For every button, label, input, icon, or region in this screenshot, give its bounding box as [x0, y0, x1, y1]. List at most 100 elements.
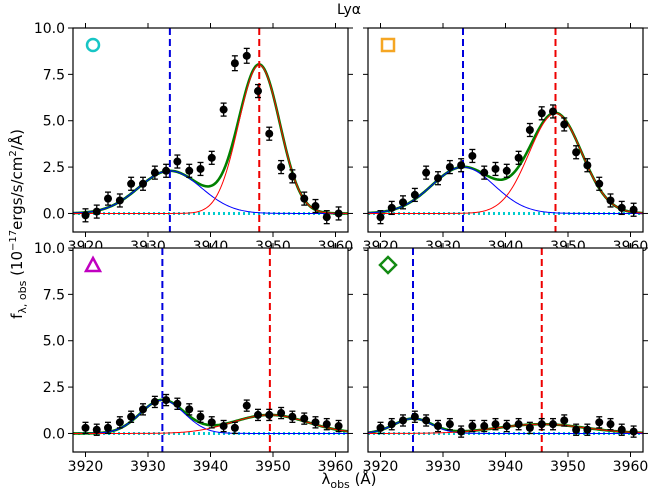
x-tick-label: 3960 [318, 459, 354, 475]
data-point [277, 159, 286, 175]
data-marker [410, 412, 419, 421]
y-tick-label: 2.5 [43, 160, 65, 176]
data-point [139, 176, 147, 191]
y-tick-label: 0.0 [43, 426, 65, 442]
data-marker [595, 418, 604, 427]
data-marker [139, 405, 147, 414]
data-point [150, 395, 159, 409]
data-marker [606, 420, 615, 429]
data-point [207, 150, 216, 165]
data-marker [242, 51, 251, 60]
data-point [434, 419, 442, 433]
data-marker [81, 423, 90, 432]
data-marker [311, 202, 320, 211]
data-point [468, 148, 477, 164]
data-marker [491, 420, 500, 429]
data-point [468, 419, 477, 433]
data-marker [549, 107, 557, 116]
data-marker [230, 423, 239, 432]
data-marker [265, 129, 274, 138]
data-point [549, 417, 557, 431]
data-marker [376, 213, 385, 222]
x-tick-label: 3930 [425, 459, 461, 475]
data-marker [617, 203, 626, 212]
data-point [185, 403, 194, 416]
data-marker [514, 420, 523, 429]
data-marker [254, 87, 262, 96]
data-point [288, 169, 297, 184]
y-tick-label: 10.0 [34, 21, 65, 37]
data-point [583, 158, 592, 173]
data-marker [514, 153, 523, 162]
data-point [549, 104, 557, 119]
data-point [288, 410, 297, 423]
data-point [434, 171, 442, 186]
data-point [300, 412, 309, 425]
y-tick-label: 5.0 [43, 334, 65, 350]
data-point [219, 419, 228, 433]
y-tick-label: 10.0 [34, 241, 65, 257]
data-marker [242, 401, 251, 410]
x-tick-label: 3940 [193, 459, 229, 475]
data-marker [104, 194, 112, 203]
x-axis-title-main: λ [321, 470, 330, 488]
data-point [629, 202, 638, 217]
data-point [139, 403, 147, 416]
data-point [334, 419, 343, 433]
data-marker [150, 168, 159, 177]
data-marker [300, 414, 309, 423]
triangle-marker-icon [83, 255, 103, 273]
data-marker [300, 194, 309, 203]
data-marker [277, 163, 286, 172]
data-point [606, 193, 615, 208]
x-tick-label: 3930 [130, 459, 166, 475]
data-marker [422, 168, 431, 177]
data-marker [196, 412, 205, 421]
data-marker [173, 399, 182, 408]
data-point [583, 423, 592, 436]
data-marker [387, 420, 396, 429]
data-marker [468, 151, 477, 160]
data-point [617, 200, 626, 216]
data-point [196, 410, 205, 423]
data-marker [288, 172, 297, 181]
data-point [311, 416, 320, 429]
panels-group: 3920 3930 3940 3950 39600.02.55.07.510.03920… [34, 21, 648, 475]
data-marker [457, 161, 466, 170]
data-point [322, 417, 331, 431]
data-marker [334, 209, 343, 218]
data-point [595, 176, 604, 191]
data-marker [445, 163, 454, 172]
data-marker [92, 425, 101, 434]
diamond-marker-icon [378, 255, 398, 275]
data-marker [617, 425, 626, 434]
y-tick-label: 7.5 [43, 67, 65, 83]
data-point [92, 204, 101, 219]
data-marker [334, 422, 343, 431]
data-point [104, 421, 112, 435]
data-point [387, 417, 396, 431]
data-point [265, 126, 274, 141]
data-point [185, 163, 194, 178]
data-point [219, 102, 228, 117]
data-point [242, 399, 251, 412]
blue-component-curve [367, 166, 643, 214]
data-marker [595, 179, 604, 188]
data-point [127, 410, 136, 423]
data-marker [207, 153, 216, 162]
data-marker [185, 405, 194, 414]
data-point [334, 206, 343, 221]
data-point [514, 150, 523, 165]
panel-3: 3920 3930 3940 3950 3960 0.0 2.5 5.0 7.5 10.0 [34, 241, 353, 475]
data-point [162, 393, 171, 407]
data-point [572, 423, 581, 436]
x-axis-title: λobs (Å) [321, 469, 376, 491]
data-marker [410, 190, 419, 199]
x-axis-title-sub: obs [330, 478, 350, 491]
data-point [115, 193, 124, 208]
data-point [629, 425, 638, 438]
data-marker [219, 105, 228, 114]
data-marker [376, 423, 385, 432]
data-marker [127, 412, 136, 421]
